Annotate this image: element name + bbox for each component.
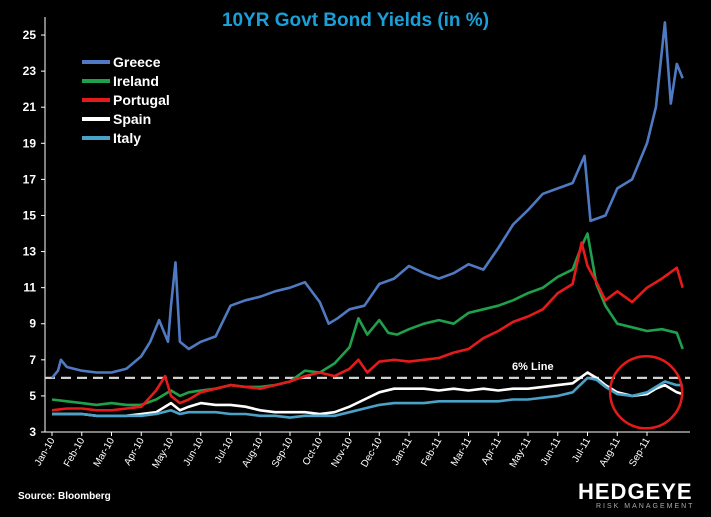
y-ticks: 3 5 7 9 11 13 15 17 19 21 23 25 [23, 28, 45, 439]
x-tick-label: Oct-10 [301, 436, 326, 468]
legend-label-spain: Spain [113, 111, 151, 127]
y-tick-label: 11 [23, 281, 36, 295]
series-line-portugal [51, 241, 684, 412]
x-tick-label: Aug-10 [240, 436, 266, 470]
x-tick-label: Jul-11 [570, 436, 593, 465]
y-tick-label: 5 [29, 389, 36, 403]
y-tick-label: 19 [23, 136, 37, 150]
x-tick-label: Sep-11 [627, 436, 652, 469]
x-tick-label: Jul-10 [213, 436, 236, 465]
y-tick-label: 7 [29, 353, 36, 367]
x-tick-label: Feb-11 [419, 436, 444, 469]
legend-label-ireland: Ireland [113, 73, 159, 89]
x-tick-label: Nov-10 [329, 436, 355, 470]
x-ticks: Jan-10 Feb-10 Mar-10 Apr-10 May-10 Jun-10 Jul-… [33, 432, 653, 470]
series-line-spain [52, 371, 684, 418]
y-tick-label: 25 [23, 28, 37, 42]
chart-title: 10YR Govt Bond Yields (in %) [221, 10, 490, 31]
series-line-ireland [51, 232, 684, 407]
x-tick-label: Jan-10 [33, 436, 58, 468]
x-tick-label: Mar-11 [449, 436, 474, 469]
y-tick-label: 13 [23, 245, 37, 259]
reference-line-label: 6% Line [512, 361, 554, 373]
legend: Greece Ireland Portugal Spain Italy [82, 54, 170, 146]
y-tick-label: 15 [23, 208, 37, 222]
legend-label-greece: Greece [113, 54, 161, 70]
x-tick-label: May-11 [508, 436, 534, 470]
x-tick-label: Mar-10 [92, 436, 118, 469]
x-tick-label: Sep-10 [270, 436, 296, 470]
x-tick-label: Jun-10 [182, 436, 207, 468]
x-tick-label: Feb-10 [62, 436, 88, 469]
brand-tagline: RISK MANAGEMENT [596, 503, 695, 510]
series-group [51, 21, 684, 419]
x-tick-label: Aug-11 [598, 436, 623, 469]
y-tick-label: 17 [23, 172, 37, 186]
legend-label-italy: Italy [113, 130, 141, 146]
x-tick-label: Jun-11 [539, 436, 564, 468]
x-tick-label: May-10 [150, 436, 176, 471]
y-tick-label: 21 [23, 100, 37, 114]
y-tick-label: 3 [29, 425, 36, 439]
y-tick-label: 9 [29, 317, 36, 331]
x-tick-label: Apr-10 [122, 436, 147, 468]
x-tick-label: Jan-11 [390, 436, 415, 468]
series-line-greece [51, 21, 684, 379]
highlight-circle [608, 355, 684, 430]
x-tick-label: Dec-10 [359, 436, 385, 470]
legend-label-portugal: Portugal [113, 92, 170, 108]
series-line-italy [52, 376, 683, 419]
x-tick-label: Apr-11 [480, 436, 504, 467]
y-tick-label: 23 [23, 64, 37, 78]
annotations: 6% Line [512, 355, 684, 430]
source-note: Source: Bloomberg [18, 491, 111, 502]
brand-logo: HEDGEYE [578, 479, 693, 504]
